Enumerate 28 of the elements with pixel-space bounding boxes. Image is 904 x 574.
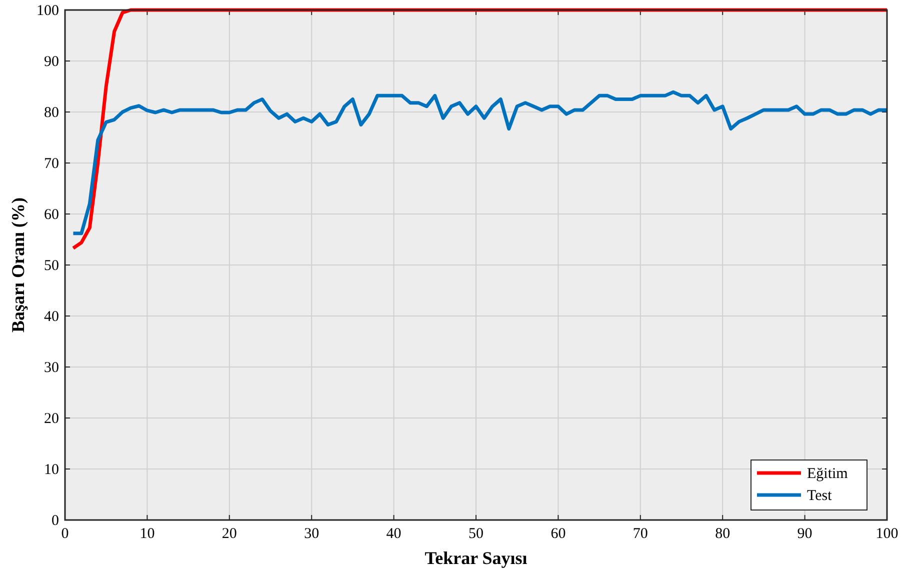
x-tick-label: 20 xyxy=(222,526,237,542)
x-tick-label: 70 xyxy=(632,526,648,542)
x-tick-label: 40 xyxy=(386,526,402,542)
x-tick-label: 0 xyxy=(61,526,69,542)
y-tick-label: 0 xyxy=(52,513,59,529)
x-tick-label: 50 xyxy=(468,526,484,542)
y-axis-title: Başarı Oranı (%) xyxy=(8,198,28,332)
y-tick-label: 20 xyxy=(44,411,59,427)
x-tick-label: 90 xyxy=(797,526,812,542)
y-tick-label: 70 xyxy=(44,156,59,172)
legend-label: Test xyxy=(807,488,833,504)
x-tick-label: 100 xyxy=(876,526,898,542)
x-tick-label: 10 xyxy=(140,526,155,542)
y-tick-label: 10 xyxy=(44,462,59,478)
y-tick-label: 30 xyxy=(44,360,59,376)
y-tick-label: 80 xyxy=(44,105,59,121)
x-tick-label: 30 xyxy=(304,526,320,542)
legend-label: Eğitim xyxy=(807,466,848,482)
line-series xyxy=(71,8,889,250)
y-tick-label: 60 xyxy=(44,207,59,223)
y-tick-label: 40 xyxy=(44,309,59,325)
line-series xyxy=(71,90,889,236)
y-tick-label: 50 xyxy=(44,258,59,274)
x-axis-title: Tekrar Sayısı xyxy=(424,548,528,568)
y-tick-label: 100 xyxy=(36,3,59,19)
x-tick-label: 60 xyxy=(550,526,566,542)
x-tick-label: 80 xyxy=(715,526,730,542)
y-tick-label: 90 xyxy=(44,54,59,70)
